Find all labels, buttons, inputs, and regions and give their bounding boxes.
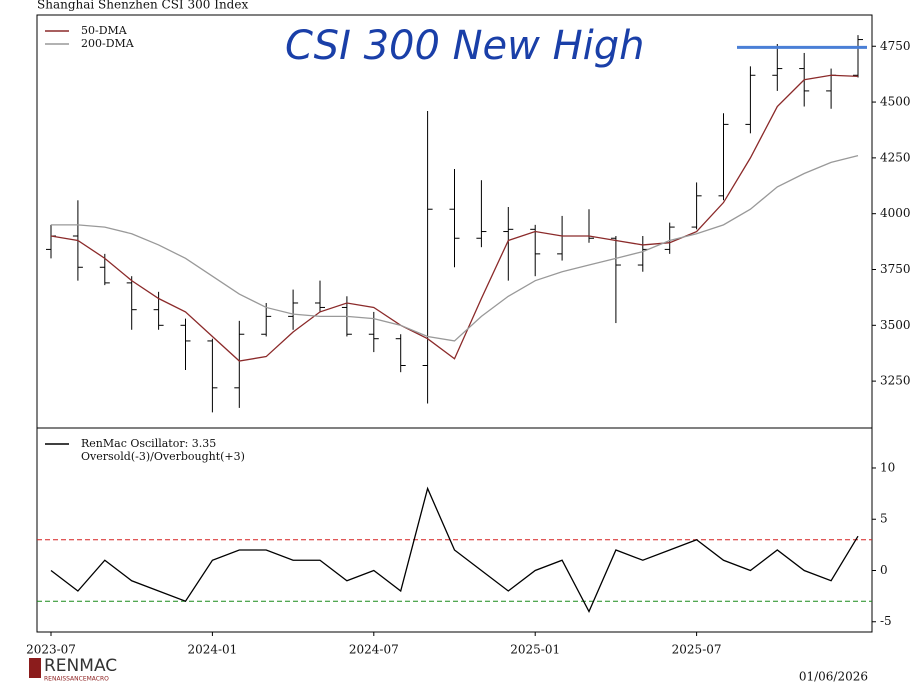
legend-label: 200-DMA	[81, 37, 135, 50]
oscillator-panel	[36, 427, 873, 633]
y-tick-label: 4500	[880, 95, 911, 109]
moving-average	[50, 74, 859, 362]
y-tick-label: 4000	[880, 206, 911, 220]
x-tick-label: 2023-07	[26, 643, 76, 657]
y-tick-label: 0	[880, 563, 888, 577]
logo-sub: RENAISSANCEMACRO	[44, 676, 109, 683]
annotation: CSI 300 New High	[285, 23, 645, 69]
chart-title: Shanghai Shenzhen CSI 300 Index	[37, 0, 248, 12]
x-tick-label: 2025-01	[510, 643, 560, 657]
y-tick-label: 4250	[880, 150, 911, 164]
legend-label: Oversold(-3)/Overbought(+3)	[81, 450, 245, 463]
moving-average	[51, 155, 859, 342]
x-tick-label: 2024-01	[187, 643, 237, 657]
y-tick-label: 4750	[880, 39, 911, 53]
y-tick-label: 3250	[880, 374, 911, 388]
logo-icon	[29, 658, 41, 678]
legend-label: RenMac Oscillator: 3.35	[81, 437, 216, 450]
x-tick-label: 2024-07	[349, 643, 399, 657]
date: 01/06/2026	[799, 670, 868, 684]
x-tick-label: 2025-07	[672, 643, 722, 657]
y-tick-label: 5	[880, 512, 888, 526]
y-tick-label: 10	[880, 460, 895, 474]
y-tick-label: 3750	[880, 262, 911, 276]
logo: RENMAC	[44, 656, 117, 676]
y-tick-label: -5	[880, 614, 892, 628]
y-tick-label: 3500	[880, 318, 911, 332]
legend-label: 50-DMA	[81, 24, 128, 37]
oscillator-line	[50, 486, 859, 613]
